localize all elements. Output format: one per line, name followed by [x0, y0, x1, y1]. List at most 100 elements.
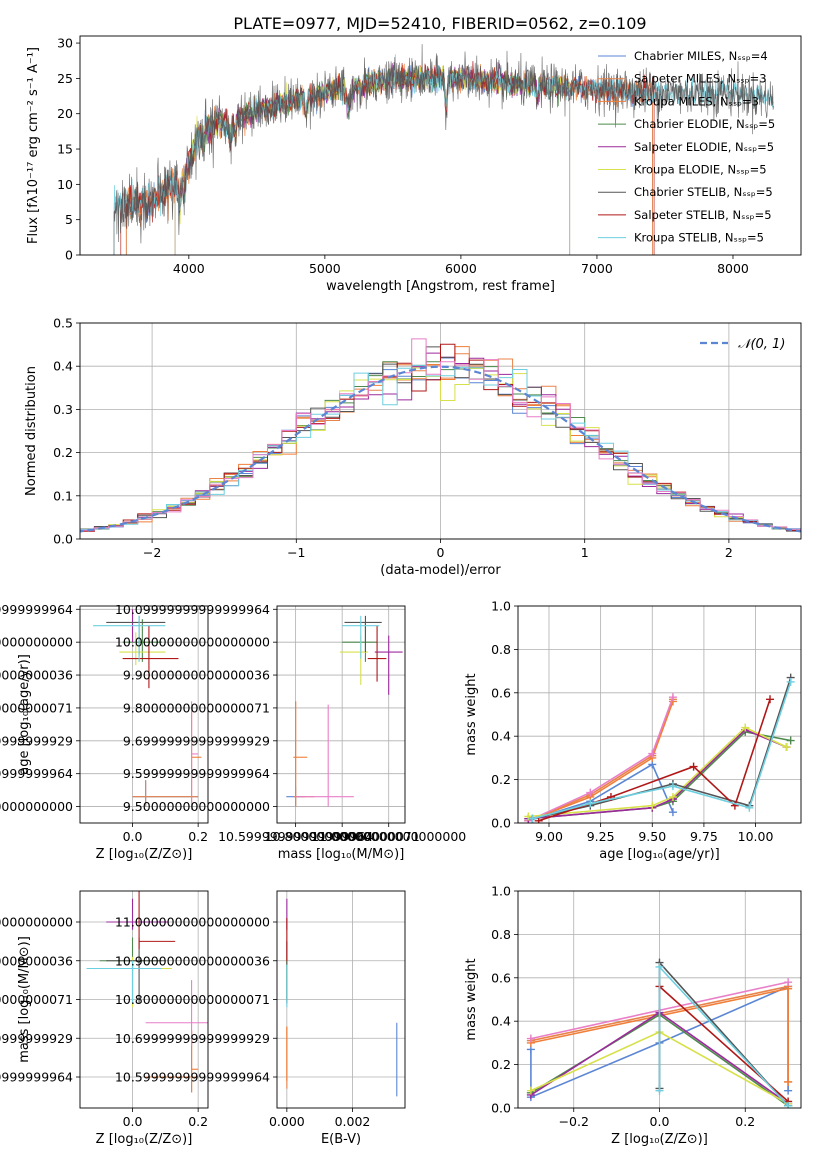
data-point-marker: [766, 695, 775, 704]
data-point-marker: [586, 799, 595, 808]
x-axis-label: mass [log₁₀(M/M⊙)]: [278, 847, 405, 862]
y-tick-label: 11.00000000000000000: [115, 915, 270, 930]
y-tick-label: 0.8: [491, 927, 511, 942]
y-tick-label: 10: [57, 177, 73, 192]
data-point-marker: [784, 1101, 793, 1108]
y-tick-label: 9.69999999999999929: [123, 733, 270, 748]
plot-area: [526, 958, 793, 1108]
y-tick-label: 10.90000000000000036: [115, 953, 270, 968]
data-point-marker: [526, 1034, 535, 1043]
y-tick-label: 0.4: [491, 729, 511, 744]
x-tick-label: 1: [581, 545, 589, 560]
data-point-marker: [784, 1077, 793, 1086]
figure-title: PLATE=0977, MJD=52410, FIBERID=0562, z=0…: [233, 14, 646, 33]
chart-mass-weight-vs-age: 9.00 9.25 9.50 9.75 10.00 0.0 0.2 0.4 0.6 0.8 1.0 a…: [464, 599, 802, 862]
axes-frame: [276, 605, 406, 824]
data-point-marker: [741, 723, 750, 732]
axes-frame: [79, 605, 209, 824]
legend-label: Salpeter ELODIE, Nₛₛₚ=5: [634, 140, 774, 154]
x-tick-label: 8000: [717, 261, 749, 276]
y-tick-label: 30: [57, 36, 73, 51]
x-tick-label: 0.002: [335, 1114, 371, 1129]
y-tick-label: 10.80000000000000071: [0, 992, 73, 1007]
y-axis-label: Flux [fλ10⁻¹⁷ erg cm⁻² s⁻¹ A⁻¹]: [26, 47, 41, 244]
plot-area: [113, 44, 774, 255]
series-line: [658, 964, 789, 1107]
chart-mass-weight-vs-Z: −0.2 0.0 0.2 0.0 0.2 0.4 0.6 0.8 1.0 Z [log₁₀(Z/Z…: [464, 884, 802, 1147]
y-axis-label: Normed distribution: [24, 366, 39, 496]
plot-area: [80, 338, 801, 534]
y-tick-label: 10.59999999999999964: [0, 1070, 73, 1085]
x-axis-label: E(B-V): [321, 1132, 361, 1147]
x-tick-label: 0.2: [735, 1114, 755, 1129]
series-line: [532, 681, 792, 820]
data-point-marker: [648, 801, 657, 810]
series-line: [528, 701, 674, 822]
plot-area: [286, 615, 403, 807]
y-tick-label: 10.09999999999999964: [0, 602, 73, 617]
legend-label: Chabrier MILES, Nₛₛₚ=4: [634, 49, 768, 63]
data-point-marker: [784, 978, 793, 987]
y-tick-label: 0.5: [53, 316, 73, 331]
x-tick-label: −0.2: [559, 1114, 589, 1129]
y-tick-label: 25: [57, 71, 73, 86]
data-point-marker: [648, 749, 657, 758]
axes-frame: [79, 35, 802, 256]
y-tick-label: 10.59999999999999964: [115, 1070, 270, 1085]
y-tick-label: 0.8: [491, 642, 511, 657]
x-tick-label: 7000: [581, 261, 613, 276]
plot-area: [86, 891, 208, 1093]
y-tick-label: 9.90000000000000036: [0, 668, 73, 683]
y-tick-label: 9.59999999999999964: [123, 766, 270, 781]
x-axis-label: (data-model)/error: [380, 563, 501, 578]
legend-label: Kroupa MILES, Nₛₛₚ=3: [634, 94, 759, 108]
x-tick-label: 0.0: [123, 1114, 143, 1129]
data-point-marker: [668, 782, 677, 791]
data-point-marker: [782, 743, 791, 752]
axes-frame: [517, 605, 802, 824]
y-tick-label: 0.4: [491, 1014, 511, 1029]
x-tick-label: 10.00: [738, 829, 774, 844]
x-axis-label: Z [log₁₀(Z/Z⊙)]: [96, 847, 193, 862]
data-point-marker: [786, 736, 795, 745]
spectrum-series-line: [174, 65, 571, 255]
y-tick-label: 10.80000000000000071: [115, 992, 270, 1007]
x-tick-label: 0: [437, 545, 445, 560]
x-axis-label: Z [log₁₀(Z/Z⊙)]: [611, 1132, 708, 1147]
chart-age-vs-mass: 10.5999999999999996410.80000000000000071…: [115, 602, 466, 862]
y-tick-label: 10.69999999999999929: [115, 1031, 270, 1046]
x-tick-label: 2: [725, 545, 733, 560]
x-tick-label: 0.2: [188, 829, 208, 844]
y-tick-label: 9.69999999999999929: [0, 733, 73, 748]
y-axis-label: age [log₁₀(age/yr)]: [17, 654, 32, 775]
y-tick-label: 11.00000000000000000: [0, 915, 73, 930]
histogram-series: [80, 338, 801, 533]
x-tick-label: 5000: [309, 261, 341, 276]
y-tick-label: 10.69999999999999929: [0, 1031, 73, 1046]
y-axis-label: mass weight: [464, 673, 479, 755]
y-tick-label: 0.2: [491, 772, 511, 787]
x-tick-label: 0.2: [188, 1114, 208, 1129]
y-tick-label: 0.0: [491, 1101, 511, 1116]
data-point-marker: [689, 762, 698, 771]
y-tick-label: 0.0: [53, 532, 73, 547]
plot-area: [93, 609, 202, 810]
y-tick-label: 15: [57, 142, 73, 157]
chart-spectrum: Chabrier MILES, Nₛₛₚ=4 Salpeter MILES, Nₛ…: [26, 35, 802, 294]
y-tick-label: 20: [57, 106, 73, 121]
y-tick-label: 9.90000000000000036: [123, 668, 270, 683]
data-point-marker: [655, 1086, 664, 1095]
x-tick-label: −1: [287, 545, 305, 560]
x-tick-label: 0.0: [650, 1114, 670, 1129]
x-tick-label: 0.000: [269, 1114, 305, 1129]
x-tick-label: 9.75: [690, 829, 718, 844]
x-tick-label: 0.0: [123, 829, 143, 844]
x-axis-label: age [log₁₀(age/yr)]: [599, 847, 720, 862]
legend-label: Chabrier STELIB, Nₛₛₚ=5: [634, 185, 773, 199]
x-axis-label: Z [log₁₀(Z/Z⊙)]: [96, 1132, 193, 1147]
y-tick-label: 9.80000000000000071: [123, 700, 270, 715]
y-tick-label: 0.4: [53, 359, 73, 374]
spectrum-series-line: [174, 66, 571, 255]
y-tick-label: 0: [65, 248, 73, 263]
